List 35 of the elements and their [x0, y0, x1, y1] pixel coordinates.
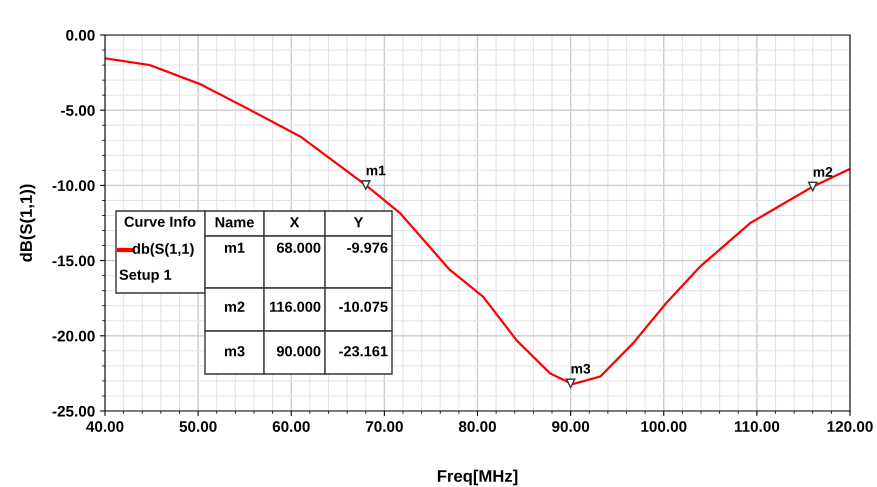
annotation: m2: [224, 302, 244, 312]
annotation: m1: [224, 242, 245, 253]
annotation: Name: [216, 217, 254, 228]
annotation: -9.976: [347, 242, 388, 253]
annotation: 90.000: [276, 346, 320, 356]
annotation: X: [290, 217, 300, 228]
annotation: -10.075: [339, 302, 388, 312]
annotation: -23.161: [339, 346, 388, 356]
x-axis-title: Freq[MHz]: [438, 470, 518, 486]
legend-label: db(S(1,1): [132, 243, 194, 257]
x-tick-label: 100.00: [641, 421, 686, 432]
y-tick-label: -20.00: [52, 330, 95, 342]
annotation: 116.000: [270, 302, 320, 312]
x-tick-label: 70.00: [366, 421, 403, 432]
annotation: Y: [354, 217, 364, 228]
x-tick-label: 50.00: [179, 421, 217, 432]
y-tick-label: -10.00: [52, 180, 95, 192]
x-tick-label: 120.00: [828, 421, 873, 432]
annotation: m1: [366, 166, 386, 176]
x-tick-label: 110.00: [734, 421, 780, 432]
y-tick-label: -5.00: [61, 105, 95, 116]
y-tick-label: -25.00: [52, 406, 95, 417]
legend-title: Curve Info: [124, 216, 196, 227]
y-tick-label: 0.00: [66, 30, 95, 41]
x-tick-label: 80.00: [458, 421, 496, 432]
x-tick-label: 40.00: [86, 421, 124, 432]
annotation: m3: [224, 346, 245, 356]
y-axis-title: dB(S(1,1)): [20, 184, 36, 262]
x-tick-label: 60.00: [272, 421, 310, 432]
annotation: 68.000: [276, 242, 320, 253]
annotation: m3: [572, 364, 590, 374]
annotation: m2: [814, 167, 832, 177]
annotation: Setup 1: [119, 270, 172, 283]
y-tick-label: -15.00: [52, 255, 95, 266]
x-tick-label: 90.00: [552, 421, 590, 432]
